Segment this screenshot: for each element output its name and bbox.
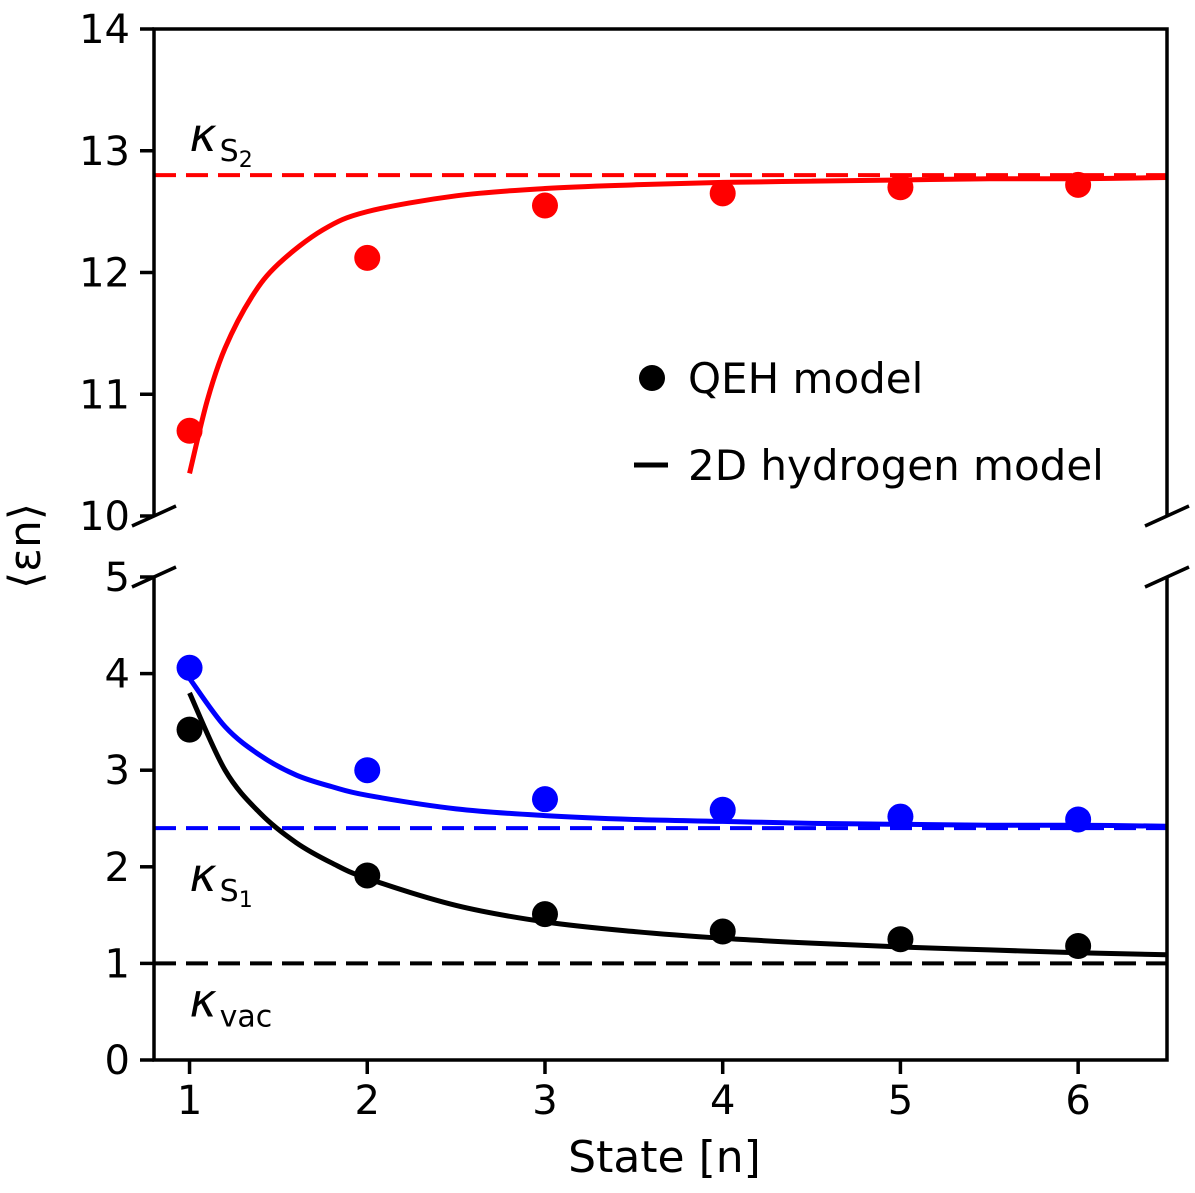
data-point-vac-qeh	[1065, 933, 1092, 960]
x-tick-label: 1	[177, 1078, 202, 1124]
y-tick-label: 11	[79, 372, 130, 418]
y-tick-label: 13	[79, 129, 130, 175]
y-tick-label: 12	[79, 251, 130, 297]
axis-break-mark	[1144, 565, 1190, 589]
y-tick-label: 1	[105, 941, 130, 987]
data-point-vac-qeh	[354, 862, 381, 889]
data-point-s1-qeh	[887, 803, 914, 830]
x-axis-label: State [n]	[568, 1132, 761, 1183]
data-point-s1-qeh	[354, 757, 381, 784]
fit-line-s1-hydrogen	[187, 676, 1167, 829]
annotation-kappa-s2: κ S2	[190, 108, 253, 173]
x-tick-label: 6	[1065, 1078, 1090, 1124]
y-tick-label: 14	[79, 7, 130, 53]
data-point-s1-qeh	[176, 654, 203, 681]
annotation-kappa-vac: κ vac	[190, 974, 273, 1035]
y-axis-label: ⟨εn⟩	[0, 503, 51, 589]
data-point-vac-qeh	[887, 926, 914, 953]
legend: QEH model 2D hydrogen model	[634, 354, 1104, 490]
data-point-s1-qeh	[709, 796, 736, 823]
y-tick-label: 0	[105, 1038, 130, 1084]
x-tick-label: 3	[532, 1078, 557, 1124]
legend-label-qeh: QEH model	[688, 354, 923, 403]
y-tick-label: 3	[105, 748, 130, 794]
y-tick-label: 5	[105, 555, 130, 601]
fit-line-vac-hydrogen	[187, 691, 1167, 958]
legend-marker-point	[639, 365, 665, 391]
fit-line-s2-hydrogen	[187, 175, 1167, 474]
y-tick-label: 4	[105, 652, 130, 698]
data-point-vac-qeh	[709, 918, 736, 945]
data-point-s1-qeh	[1065, 806, 1092, 833]
data-point-vac-qeh	[531, 901, 558, 928]
data-point-s2-qeh	[354, 244, 381, 271]
data-point-s2-qeh	[531, 192, 558, 219]
y-tick-label: 2	[105, 845, 130, 891]
annotation-kappa-s1: κ S1	[190, 848, 253, 913]
data-point-s2-qeh	[1065, 171, 1092, 198]
data-point-s2-qeh	[887, 174, 914, 201]
y-tick-label: 10	[79, 494, 130, 540]
legend-label-hydrogen: 2D hydrogen model	[688, 441, 1104, 490]
data-point-vac-qeh	[176, 716, 203, 743]
lower-axes-frame	[152, 577, 1169, 1062]
data-point-s2-qeh	[176, 417, 203, 444]
x-tick-label: 4	[710, 1078, 735, 1124]
x-tick-label: 2	[355, 1078, 380, 1124]
data-point-s2-qeh	[709, 180, 736, 207]
axis-break-mark	[1144, 504, 1190, 528]
x-tick-label: 5	[888, 1078, 913, 1124]
data-point-s1-qeh	[531, 786, 558, 813]
